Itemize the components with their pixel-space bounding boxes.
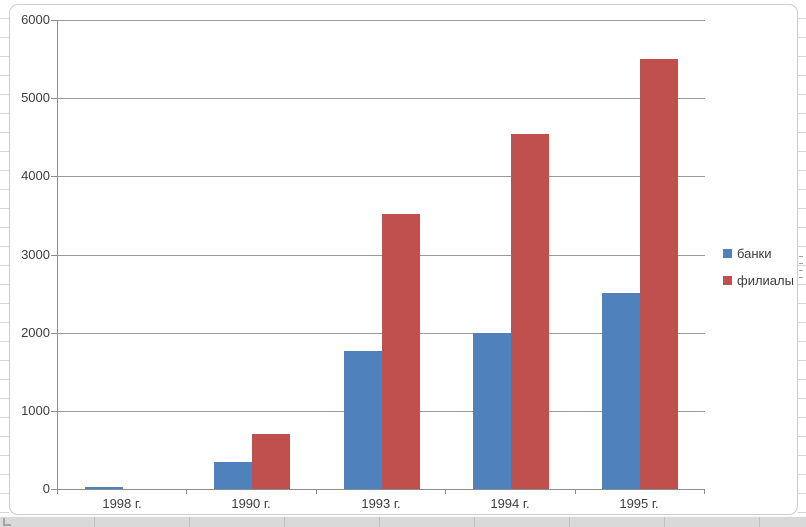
plot-area bbox=[57, 20, 705, 490]
bar-филиалы-1993 г.[interactable] bbox=[382, 214, 420, 489]
gridline-4000 bbox=[58, 176, 705, 177]
x-axis-category-label: 1995 г. bbox=[619, 496, 659, 511]
x-axis-tick-mark bbox=[57, 490, 58, 494]
legend-item-branches[interactable]: филиалы bbox=[723, 273, 794, 288]
bar-банки-1994 г.[interactable] bbox=[473, 333, 511, 489]
x-axis-tick-mark bbox=[704, 490, 705, 494]
y-axis-tick-label: 1000 bbox=[21, 402, 50, 418]
bar-банки-1993 г.[interactable] bbox=[344, 351, 382, 489]
row-marker-dashes bbox=[799, 256, 803, 281]
bar-банки-1990 г.[interactable] bbox=[214, 462, 252, 489]
y-axis-tick-label: 2000 bbox=[21, 324, 50, 340]
y-axis-tick-label: 4000 bbox=[21, 168, 50, 184]
x-axis-category-label: 1993 г. bbox=[361, 496, 401, 511]
y-axis-tick-label: 0 bbox=[42, 481, 50, 496]
x-axis-category-label: 1998 г. bbox=[102, 496, 142, 511]
legend[interactable]: банки филиалы bbox=[723, 246, 794, 288]
gridline-6000 bbox=[58, 20, 705, 21]
gridline-5000 bbox=[58, 98, 705, 99]
chart-object[interactable]: банки филиалы 0 1000 2000 3000 4000 5000 6000 1… bbox=[9, 4, 798, 515]
x-axis-tick-mark bbox=[186, 490, 187, 494]
legend-label-branches: филиалы bbox=[737, 273, 794, 288]
y-axis-tick-mark bbox=[51, 333, 57, 334]
legend-swatch-branches-icon bbox=[723, 276, 732, 285]
y-axis-tick-mark bbox=[51, 176, 57, 177]
y-axis-tick-mark bbox=[51, 255, 57, 256]
x-axis-category-label: 1994 г. bbox=[490, 496, 530, 511]
legend-swatch-banks-icon bbox=[723, 249, 732, 258]
legend-item-banks[interactable]: банки bbox=[723, 246, 794, 261]
bar-банки-1995 г.[interactable] bbox=[602, 293, 640, 489]
y-axis-tick-mark bbox=[51, 20, 57, 21]
x-axis-tick-mark bbox=[445, 490, 446, 494]
x-axis-tick-mark bbox=[316, 490, 317, 494]
x-axis-tick-mark bbox=[575, 490, 576, 494]
x-axis-category-label: 1990 г. bbox=[231, 496, 271, 511]
bar-банки-1998 г.[interactable] bbox=[85, 487, 123, 489]
y-axis-tick-mark bbox=[51, 489, 57, 490]
y-axis-tick-label: 6000 bbox=[21, 12, 50, 27]
bar-филиалы-1990 г.[interactable] bbox=[252, 434, 290, 489]
bar-филиалы-1995 г.[interactable] bbox=[640, 59, 678, 489]
worksheet-bottom-strip bbox=[0, 516, 806, 527]
y-axis-tick-mark bbox=[51, 411, 57, 412]
y-axis-tick-mark bbox=[51, 98, 57, 99]
cell-cursor-artifact-icon bbox=[3, 518, 11, 526]
bar-филиалы-1994 г.[interactable] bbox=[511, 134, 549, 489]
legend-label-banks: банки bbox=[737, 246, 772, 261]
y-axis-tick-label: 5000 bbox=[21, 90, 50, 106]
gridline-2000 bbox=[58, 333, 705, 334]
worksheet-cells-left bbox=[0, 0, 9, 515]
y-axis-tick-label: 3000 bbox=[21, 246, 50, 262]
gridline-3000 bbox=[58, 255, 705, 256]
